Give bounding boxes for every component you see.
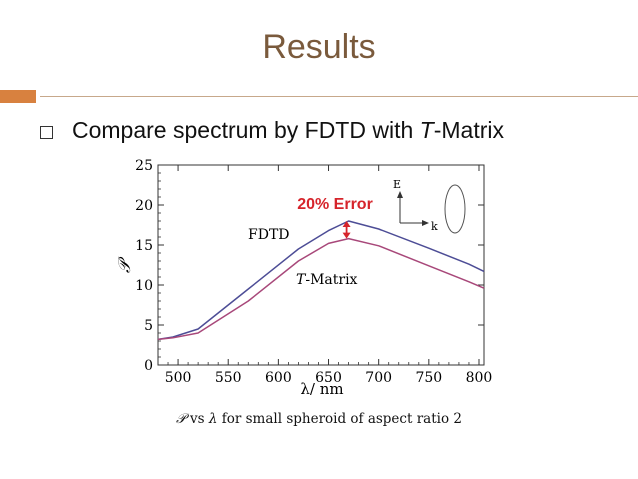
tmatrix-label-suffix: -Matrix — [305, 272, 357, 288]
bullet-text-italic: T — [419, 117, 434, 143]
caption-symbol-lambda: λ — [208, 411, 218, 427]
bullet-text-suffix: -Matrix — [433, 117, 504, 143]
x-tick-label: 650 — [315, 370, 342, 386]
inset-e-label: E — [393, 178, 401, 191]
y-tick-label: 15 — [135, 238, 153, 254]
y-tick-label: 10 — [135, 278, 153, 294]
title-rule-gap — [36, 90, 40, 103]
x-tick-label: 700 — [365, 370, 392, 386]
spheroid-icon — [444, 184, 466, 234]
figure-caption: 𝒫 vs λ for small spheroid of aspect rati… — [0, 411, 638, 427]
title-rule-line — [40, 96, 638, 97]
x-tick-label: 600 — [265, 370, 292, 386]
y-tick-label: 25 — [135, 158, 153, 174]
spectrum-chart: 500 550 600 650 700 750 800 0 5 10 15 20 25 𝒫 λ/ nm … — [100, 150, 500, 400]
y-tick-label: 20 — [135, 198, 153, 214]
error-label: 20% Error — [297, 196, 373, 213]
tmatrix-label: T-Matrix — [296, 272, 358, 288]
series-line-fdtd — [157, 220, 485, 341]
error-arrow — [342, 221, 351, 239]
title-rule-accent — [0, 90, 36, 103]
x-axis-label: λ/ nm — [300, 380, 343, 395]
caption-symbol-p: 𝒫 — [176, 411, 186, 427]
slide-title: Results — [262, 28, 376, 66]
y-tick-label: 0 — [144, 358, 153, 374]
inset-k-label: k — [431, 220, 438, 233]
caption-rest: for small spheroid of aspect ratio 2 — [217, 411, 462, 427]
y-axis-label: 𝒫 — [115, 256, 135, 273]
y-tick-label: 5 — [144, 318, 153, 334]
error-arrowhead-up — [342, 221, 351, 227]
bullet-text: Compare spectrum by FDTD with T-Matrix — [72, 117, 504, 144]
bullet-text-prefix: Compare spectrum by FDTD with — [72, 117, 420, 143]
inset-e-arrowhead — [397, 191, 403, 198]
x-tick-label: 500 — [165, 370, 192, 386]
caption-vs: vs — [185, 411, 209, 427]
error-arrowhead-down — [342, 232, 351, 239]
x-tick-label: 750 — [415, 370, 442, 386]
inset-k-arrowhead — [422, 220, 429, 226]
plot-frame — [157, 164, 485, 366]
series-line-t-matrix — [157, 237, 485, 341]
fdtd-label: FDTD — [248, 227, 290, 243]
polarization-inset: E k — [393, 178, 466, 234]
tmatrix-label-italic: T — [296, 272, 307, 288]
bullet-box-icon — [40, 126, 53, 139]
x-tick-label: 550 — [215, 370, 242, 386]
x-tick-label: 800 — [466, 370, 493, 386]
